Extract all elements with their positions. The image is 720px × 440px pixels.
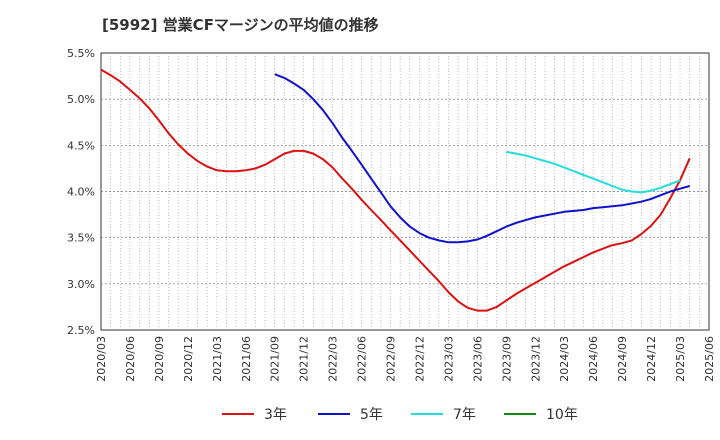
chart-title: [5992] 営業CFマージンの平均値の推移 (102, 16, 379, 34)
x-tick-label: 2021/06 (240, 336, 253, 382)
series-line-3年 (100, 68, 691, 312)
x-tick-label: 2021/09 (269, 336, 282, 382)
y-tick-label: 3.0% (67, 278, 95, 291)
x-axis-labels: 2020/03 2020/06 2020/09 2020/12 2021/03 2021/… (95, 336, 716, 382)
x-tick-label: 2025/06 (703, 336, 716, 382)
y-tick-label: 4.0% (67, 186, 95, 199)
y-tick-label: 2.5% (67, 324, 95, 337)
y-tick-label: 5.0% (67, 93, 95, 106)
series-lines (100, 68, 691, 312)
x-tick-label: 2021/03 (211, 336, 224, 382)
x-tick-label: 2023/09 (500, 336, 513, 382)
y-axis-labels: 5.5% 5.0% 4.5% 4.0% 3.5% 3.0% 2.5% (67, 47, 95, 337)
x-tick-label: 2022/06 (356, 336, 369, 382)
x-tick-label: 2022/03 (327, 336, 340, 382)
x-tick-label: 2020/09 (153, 336, 166, 382)
y-tick-label: 5.5% (67, 47, 95, 60)
x-tick-label: 2020/06 (124, 336, 137, 382)
x-tick-label: 2022/09 (385, 336, 398, 382)
y-tick-label: 4.5% (67, 139, 95, 152)
x-tick-label: 2020/03 (95, 336, 108, 382)
legend-label: 5年 (360, 407, 383, 423)
x-tick-label: 2023/03 (442, 336, 455, 382)
x-tick-label: 2024/06 (587, 336, 600, 382)
x-tick-label: 2025/03 (674, 336, 687, 382)
legend: 3年 5年 7年 10年 (222, 407, 578, 423)
y-tick-label: 3.5% (67, 232, 95, 245)
x-tick-label: 2020/12 (182, 336, 195, 382)
x-tick-label: 2023/12 (529, 336, 542, 382)
x-tick-label: 2024/12 (645, 336, 658, 382)
legend-label: 10年 (546, 407, 578, 423)
x-tick-label: 2024/03 (558, 336, 571, 382)
x-tick-label: 2021/12 (298, 336, 311, 382)
x-tick-label: 2022/12 (413, 336, 426, 382)
x-tick-label: 2024/09 (616, 336, 629, 382)
legend-label: 3年 (264, 407, 287, 423)
series-line-5年 (274, 73, 690, 244)
series-line-7年 (506, 150, 681, 194)
x-tick-label: 2023/06 (471, 336, 484, 382)
legend-label: 7年 (453, 407, 476, 423)
